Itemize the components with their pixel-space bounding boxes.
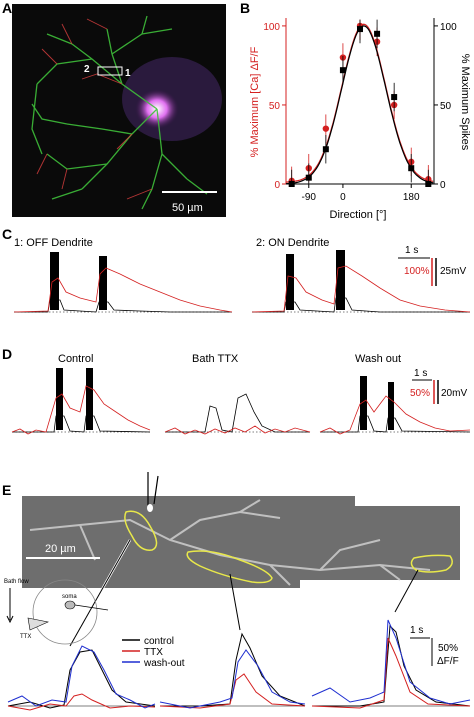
left-tick-label: 100 (263, 22, 280, 33)
roi1-washout (7, 645, 156, 709)
data-point (339, 67, 346, 74)
bath-ttx-title: Bath TTX (192, 353, 239, 365)
panel-e-scale-label: 20 µm (45, 543, 76, 555)
trace1-spike-burst (50, 252, 107, 310)
left-tick-label: 0 (274, 180, 280, 191)
panel-letter-a: A (2, 0, 13, 16)
roi2-ttx (159, 673, 306, 709)
data-point (408, 165, 415, 172)
data-point (391, 94, 398, 101)
panel-d-v-scale: 20mV (441, 388, 467, 399)
trace1-voltage (14, 299, 232, 313)
x-tick-label: 0 (340, 192, 346, 203)
panel-c-v-scale: 25mV (440, 266, 466, 277)
data-point (357, 26, 363, 33)
roi2-control (160, 632, 306, 707)
data-point (374, 30, 381, 37)
data-point (322, 146, 329, 153)
panel-d-ca-scale: 50% (410, 388, 430, 399)
roi2-washout (159, 649, 306, 709)
tuning-chart: -90 0 180 0 0 50 50 100 100 Direction [°] % Maxi… (249, 18, 471, 221)
control-calcium (11, 385, 151, 435)
data-point (288, 181, 295, 187)
panel-d-time-scale: 1 s (414, 368, 427, 379)
panel-e-figure: 20 µm Bath flow soma TTX control TTX was… (4, 472, 471, 711)
control-title: Control (58, 353, 93, 365)
legend-ttx: TTX (144, 647, 163, 658)
panel-letter-d: D (2, 346, 13, 362)
panel-a-label-1: 1 (125, 68, 131, 79)
panel-c-traces: 1: OFF Dendrite 2: ON Dendrite 1 s 100% … (13, 237, 471, 313)
roi-2 (186, 550, 273, 584)
panel-letter-b: B (240, 0, 251, 16)
trace1-title: 1: OFF Dendrite (14, 237, 93, 249)
panel-a-scale-label: 50 µm (172, 202, 203, 214)
chart-b-right-ylabel: % Maximum Spikes (459, 54, 471, 151)
roi-3 (410, 554, 453, 573)
ttx-voltage (165, 393, 310, 433)
panel-e-time-scale: 1 s (410, 625, 423, 636)
data-point (425, 181, 432, 187)
panel-c-time-scale: 1 s (405, 245, 418, 256)
chart-b-xlabel: Direction [°] (330, 209, 387, 221)
trace2-title: 2: ON Dendrite (256, 237, 329, 249)
roi-1 (124, 510, 158, 551)
control-voltage (12, 415, 151, 433)
inset-ttx-label: TTX (20, 634, 31, 640)
roi1-ttx (7, 693, 156, 711)
legend-washout: wash-out (143, 658, 185, 669)
panel-c-ca-scale: 100% (404, 266, 430, 277)
x-tick-label: 180 (403, 192, 420, 203)
right-tick-label: 100 (440, 22, 457, 33)
panel-e-df-unit: ΔF/F (437, 656, 459, 667)
trace1-calcium (13, 267, 233, 313)
roi1-control (7, 649, 156, 709)
trace2-voltage (252, 297, 470, 313)
panel-e-df-scale: 50% (438, 643, 458, 654)
panel-letter-c: C (2, 226, 13, 242)
roi3-washout (311, 619, 471, 705)
washout-calcium (319, 395, 471, 435)
x-tick-label: -90 (302, 192, 317, 203)
right-tick-label: 50 (440, 101, 452, 112)
panel-letter-e: E (2, 482, 12, 498)
trace2-spike-burst (286, 250, 345, 310)
ttx-calcium (164, 425, 311, 435)
inset-soma-label: soma (62, 594, 77, 600)
legend: control TTX wash-out (122, 636, 185, 669)
data-point (322, 125, 330, 132)
chart-b-left-ylabel: % Maximum [Ca] ΔF/F (249, 46, 261, 157)
flow-schematic: Bath flow soma TTX (4, 579, 109, 645)
washout-voltage (320, 415, 471, 433)
roi3-ttx (311, 637, 471, 709)
data-point (305, 174, 312, 181)
panel-a-image: 2 1 50 µm (12, 4, 226, 217)
legend-control: control (144, 636, 174, 647)
left-tick-label: 50 (269, 101, 281, 112)
trace2-calcium (251, 265, 471, 313)
panel-d-traces: Control Bath TTX Wash out 1 s 50% 20mV (11, 353, 471, 435)
washout-title: Wash out (355, 353, 401, 365)
inset-flow-label: Bath flow (4, 579, 29, 585)
panel-a-label-2: 2 (84, 64, 90, 75)
right-tick-label: 0 (440, 180, 446, 191)
